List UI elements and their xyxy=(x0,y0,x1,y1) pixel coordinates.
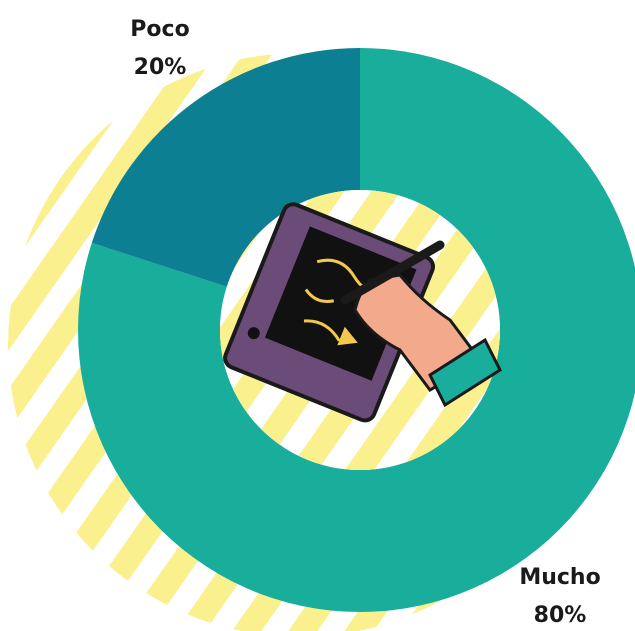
slice-value-label: 20% xyxy=(134,55,187,80)
slice-label: Poco xyxy=(130,17,189,42)
slice xyxy=(91,48,360,287)
slice-label: Mucho xyxy=(519,565,600,590)
labels: Mucho 80% Poco 20% xyxy=(130,17,600,628)
center-illustration xyxy=(220,190,502,470)
slice xyxy=(78,48,635,612)
slice-value-label: 80% xyxy=(534,603,587,628)
donut xyxy=(78,48,635,612)
